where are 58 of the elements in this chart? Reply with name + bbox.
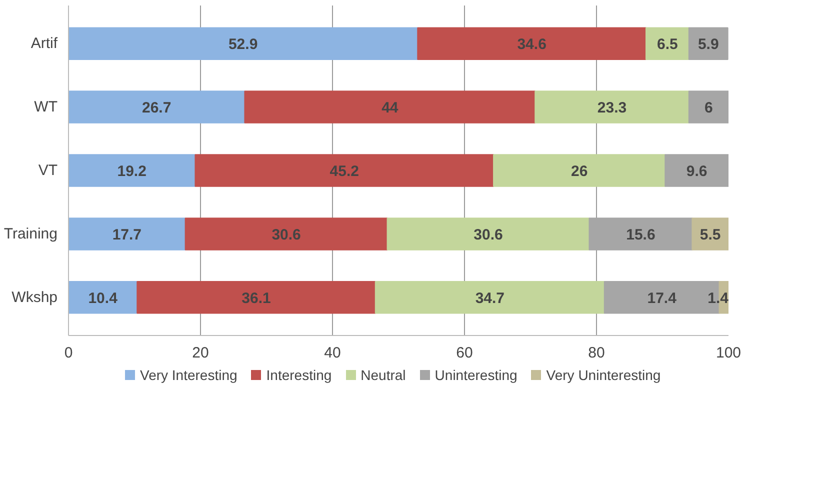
bar — [244, 90, 536, 124]
data-label: 19.2 — [117, 163, 146, 180]
bar — [688, 27, 728, 60]
bar — [386, 218, 590, 250]
legend-label: Neutral — [360, 366, 406, 385]
bar — [646, 27, 690, 60]
bar — [68, 90, 246, 124]
data-label: 9.6 — [686, 163, 708, 180]
data-label: 30.6 — [272, 226, 301, 244]
data-label: 17.7 — [112, 226, 142, 244]
data-label: 26.7 — [142, 100, 172, 117]
y-tick-label: Wkshp — [12, 288, 58, 306]
data-label: 10.4 — [88, 290, 118, 307]
data-label: 17.4 — [647, 290, 678, 307]
bar — [588, 218, 693, 250]
bar — [688, 90, 728, 124]
y-tick-label: WT — [34, 98, 58, 116]
bar — [194, 154, 494, 187]
data-label: 36.1 — [242, 290, 271, 307]
x-tick-label: 80 — [588, 344, 605, 362]
legend-label: Very Uninteresting — [545, 366, 661, 385]
bar — [534, 90, 690, 124]
x-tick-label: 0 — [64, 344, 73, 362]
x-tick-label: 60 — [456, 344, 473, 362]
bar — [68, 27, 418, 60]
bar — [417, 27, 646, 60]
bar — [664, 154, 728, 187]
data-label: 1.4 — [708, 290, 730, 307]
data-label: 15.6 — [626, 226, 656, 244]
y-tick-label: VT — [38, 162, 58, 179]
data-label: 34.7 — [475, 290, 505, 307]
data-label: 45.2 — [330, 163, 359, 180]
bar — [68, 154, 196, 187]
y-tick-label: Artif — [30, 35, 58, 52]
x-tick-label: 100 — [716, 344, 742, 362]
data-label: 30.6 — [474, 226, 503, 244]
bar — [184, 218, 388, 250]
legend-label: Very Interesting — [139, 366, 238, 385]
bar — [374, 281, 605, 314]
bar — [68, 218, 186, 250]
legend-label: Uninteresting — [434, 366, 518, 385]
data-label: 6 — [704, 100, 713, 117]
bar — [692, 218, 728, 250]
y-tick-label: Training — [4, 225, 58, 242]
data-label: 23.3 — [597, 100, 627, 117]
data-label: 6.5 — [657, 36, 678, 54]
data-label: 5.9 — [698, 36, 719, 54]
bar — [136, 281, 376, 314]
x-tick-label: 20 — [192, 344, 209, 362]
data-label: 34.6 — [517, 36, 546, 54]
data-label: 44 — [382, 100, 399, 117]
x-tick-label: 40 — [324, 344, 341, 362]
data-label: 52.9 — [228, 36, 258, 54]
legend-label: Interesting — [265, 366, 332, 385]
data-label: 26 — [571, 163, 588, 180]
data-label: 5.5 — [700, 226, 721, 244]
bar — [68, 281, 138, 314]
bar — [493, 154, 666, 187]
